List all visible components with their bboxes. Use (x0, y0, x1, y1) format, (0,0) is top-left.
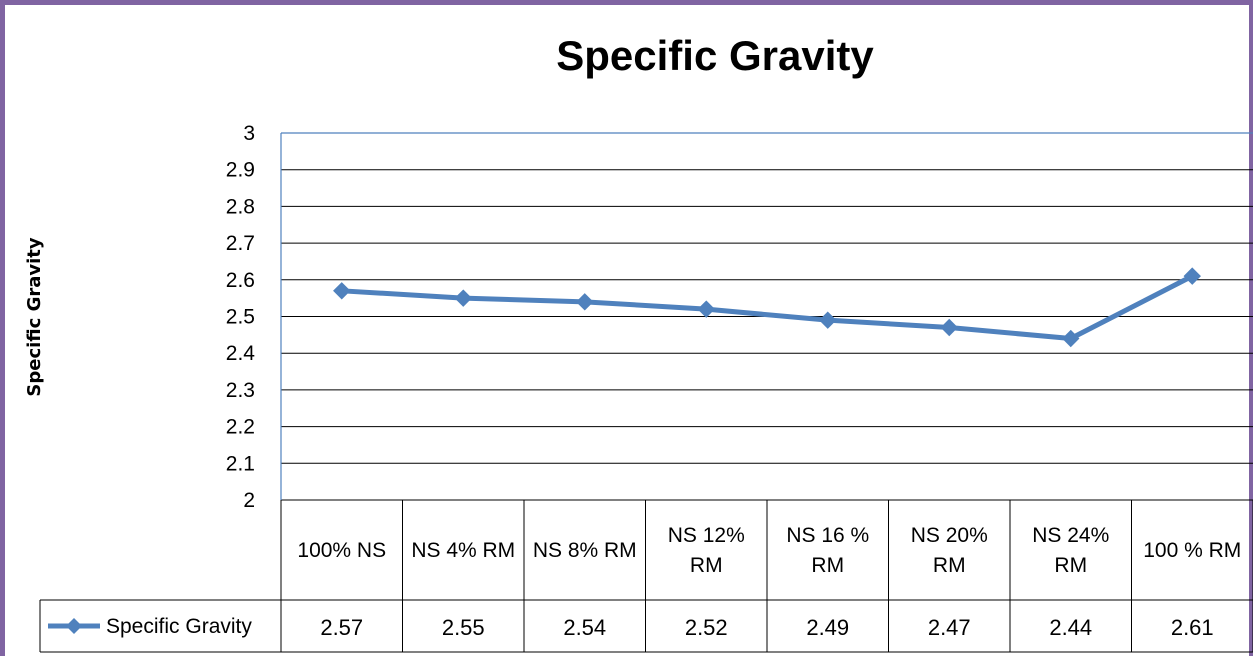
data-point-marker (454, 289, 472, 307)
category-label: RM (1054, 554, 1087, 577)
data-point-marker (819, 311, 837, 329)
y-tick-label: 2.2 (226, 416, 255, 439)
y-tick-label: 2 (243, 489, 255, 512)
table-value: 2.54 (563, 615, 606, 640)
category-label: NS 4% RM (411, 539, 515, 562)
category-label: NS 12% (668, 524, 745, 547)
category-label: NS 24% (1032, 524, 1109, 547)
category-label: NS 16 % (786, 524, 869, 547)
category-labels: 100% NS NS 4% RM NS 8% RM NS 12% RM NS 16 % RM… (297, 524, 1241, 577)
y-tick-label: 2.8 (226, 195, 255, 218)
data-point-marker (940, 318, 958, 337)
y-tick-label: 2.6 (226, 269, 255, 292)
legend-marker (66, 618, 82, 634)
data-point-marker (697, 300, 715, 318)
data-point-marker (1062, 329, 1080, 348)
series-layer (333, 267, 1201, 348)
series-line (341, 273, 1194, 342)
y-tick-label: 2.9 (226, 159, 255, 182)
y-axis-ticks: 2 2.1 2.2 2.3 2.4 2.5 2.6 2.7 2.8 2.9 3 (226, 122, 256, 512)
y-tick-label: 2.5 (226, 306, 255, 329)
legend-label: Specific Gravity (106, 615, 252, 638)
legend: Specific Gravity (48, 615, 252, 638)
table-value: 2.49 (806, 615, 849, 640)
table-value: 2.55 (442, 615, 485, 640)
y-tick-label: 2.4 (226, 342, 256, 365)
data-point-marker (1183, 267, 1201, 285)
category-label: RM (690, 554, 723, 577)
table-value: 2.47 (928, 615, 971, 640)
y-tick-label: 2.3 (226, 379, 255, 402)
category-label: 100% NS (297, 539, 386, 562)
data-point-marker (576, 293, 594, 311)
table-value: 2.44 (1049, 615, 1092, 640)
y-axis-label: Specific Gravity (24, 237, 45, 396)
table-value: 2.57 (320, 615, 363, 640)
category-label: NS 8% RM (533, 539, 637, 562)
y-tick-label: 2.1 (226, 452, 255, 475)
y-tick-label: 2.7 (226, 232, 255, 255)
chart-title: Specific Gravity (556, 32, 874, 79)
y-tick-label: 3 (243, 122, 255, 145)
table-value: 2.61 (1171, 615, 1214, 640)
table-value: 2.52 (685, 615, 728, 640)
category-label: 100 % RM (1143, 539, 1241, 562)
data-table: 2.57 2.55 2.54 2.52 2.49 2.47 2.44 2.61 (39, 500, 1253, 653)
category-label: RM (933, 554, 966, 577)
category-label: RM (811, 554, 844, 577)
category-label: NS 20% (911, 524, 988, 547)
data-point-marker (333, 282, 351, 300)
